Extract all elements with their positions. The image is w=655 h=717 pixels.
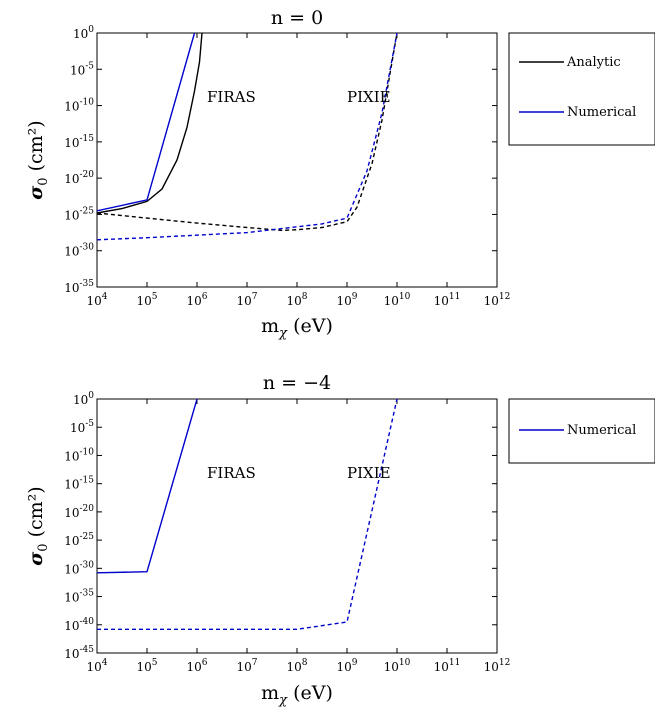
x-axis-label: mχ (eV)	[261, 682, 333, 708]
x-tick-label: 108	[286, 658, 307, 674]
y-tick-label: 100	[73, 25, 94, 41]
series-line-analytic-solid	[97, 33, 203, 214]
y-tick-label: 10-15	[64, 134, 94, 150]
y-tick-label: 10-35	[64, 589, 94, 605]
y-axis-label: σ0 (cm²)	[25, 486, 51, 565]
legend-box	[508, 32, 655, 146]
y-tick-label: 10-35	[64, 279, 94, 295]
x-tick-label: 105	[136, 292, 157, 308]
x-axis-label: mχ (eV)	[261, 315, 333, 341]
legend: Numerical	[508, 398, 655, 464]
y-tick-label: 10-10	[64, 447, 94, 463]
y-tick-label: 10-20	[64, 170, 94, 186]
x-tick-label: 1010	[384, 292, 411, 308]
series-line-numerical-solid	[97, 399, 198, 574]
legend: Analytic Numerical	[508, 32, 655, 146]
annotation-pixie: PIXIE	[347, 464, 391, 482]
annotation-pixie: PIXIE	[347, 88, 391, 106]
annotation-firas: FIRAS	[207, 88, 256, 106]
chart-title: n = −4	[263, 372, 331, 394]
y-tick-label: 10-30	[64, 243, 94, 259]
y-tick-label: 10-25	[64, 532, 94, 548]
y-tick-label: 10-40	[64, 617, 94, 633]
x-tick-label: 1011	[434, 292, 461, 308]
x-tick-label: 105	[136, 658, 157, 674]
y-tick-label: 10-5	[70, 61, 94, 77]
legend-box	[508, 398, 655, 464]
x-tick-label: 109	[336, 292, 357, 308]
x-tick-label: 104	[86, 658, 107, 674]
legend-label: Numerical	[567, 423, 636, 438]
x-tick-label: 1012	[484, 658, 511, 674]
legend-label: Numerical	[567, 105, 636, 120]
x-tick-label: 104	[86, 292, 107, 308]
plot-frame	[96, 32, 498, 288]
x-tick-label: 107	[236, 292, 257, 308]
chart-n0: n = 0 104 105 106 107 108 109 1010 1011 1012 10-35…	[25, 7, 655, 341]
x-tick-label: 1011	[434, 658, 461, 674]
annotation-firas: FIRAS	[207, 464, 256, 482]
y-tick-label: 10-45	[64, 645, 94, 661]
chart-title: n = 0	[271, 7, 323, 29]
series-line-numerical-dashed	[97, 33, 398, 241]
series-line-numerical-dashed	[97, 399, 398, 630]
y-tick-label: 10-5	[70, 419, 94, 435]
y-tick-label: 10-25	[64, 206, 94, 222]
x-tick-label: 108	[286, 292, 307, 308]
y-tick-label: 10-20	[64, 504, 94, 520]
y-tick-label: 10-15	[64, 476, 94, 492]
chart-n-4: n = −4 104 105 106 107 108 109 1010 1011 1012 10-4…	[25, 372, 655, 708]
x-tick-label: 1010	[384, 658, 411, 674]
legend-label: Analytic	[566, 55, 621, 70]
x-tick-label: 1012	[484, 292, 511, 308]
y-tick-label: 10-30	[64, 560, 94, 576]
y-tick-label: 10-10	[64, 98, 94, 114]
series-line-numerical-solid	[97, 33, 196, 212]
x-tick-label: 107	[236, 658, 257, 674]
series-line-analytic-dashed	[97, 33, 398, 232]
series-group	[97, 33, 398, 241]
x-tick-label: 109	[336, 658, 357, 674]
x-tick-label: 106	[186, 292, 207, 308]
y-axis-label: σ0 (cm²)	[25, 120, 51, 199]
plot-frame	[96, 398, 498, 654]
series-group	[97, 399, 398, 630]
y-tick-label: 100	[73, 391, 94, 407]
x-tick-label: 106	[186, 658, 207, 674]
